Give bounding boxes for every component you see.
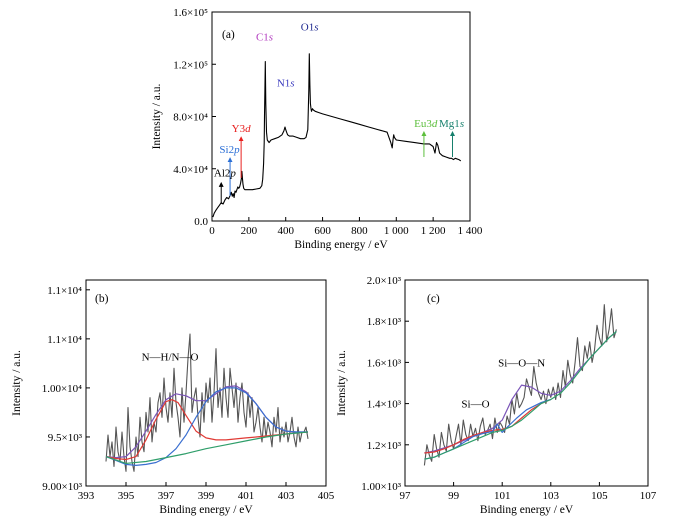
y-tick-label: 1.4×10³: [367, 399, 402, 411]
y-tick-label: 1.00×10⁴: [42, 383, 82, 395]
peak-label-eu3d: Eu3d: [414, 118, 438, 130]
x-tick-label: 97: [400, 490, 412, 502]
x-tick-label: 107: [640, 490, 657, 502]
x-axis-title: Binding energy / eV: [480, 504, 574, 516]
peak-label-n1s: N1s: [277, 77, 295, 89]
y-tick-label: 1.6×10⁵: [173, 7, 208, 19]
x-tick-label: 101: [494, 490, 511, 502]
x-tick-label: 393: [78, 490, 95, 502]
series-line-spectrum: [212, 53, 462, 218]
x-tick-label: 395: [118, 490, 135, 502]
y-tick-label: 1.00×10³: [361, 481, 401, 493]
series-line-raw: [105, 333, 309, 472]
x-tick-label: 400: [277, 225, 294, 237]
x-tick-label: 105: [591, 490, 608, 502]
y-tick-label: 8.0×10⁴: [173, 112, 208, 124]
series-line-background: [105, 431, 309, 464]
panel-b-n1s-spectrum: 393 395 397 399 401 403 405 9.00×10³ 9.5×10³ 1.00…: [11, 279, 335, 516]
x-tick-label: 405: [318, 490, 335, 502]
x-tick-label: 600: [314, 225, 331, 237]
y-tick-label: 1.6×10³: [367, 357, 402, 369]
y-tick-label: 2.0×10³: [367, 275, 402, 287]
x-tick-label: 99: [448, 490, 460, 502]
series-line-background: [424, 331, 617, 460]
x-axis-title: Binding energy / eV: [159, 504, 253, 516]
series-line-envelope: [424, 331, 617, 454]
annotation-si-o-n: Si—O—N: [498, 358, 545, 370]
annotation-nh-no: N—H/N—O: [142, 351, 199, 363]
y-tick-label: 1.1×10⁴: [47, 285, 82, 297]
series-group: [212, 53, 462, 218]
y-tick-label: 9.5×10³: [48, 432, 83, 444]
series-line-peak: [424, 398, 552, 454]
x-tick-label: 1 200: [421, 225, 446, 237]
y-tick-label: 0.0: [194, 216, 208, 228]
panel-label: (b): [95, 293, 109, 305]
y-tick-label: 1.8×10³: [367, 316, 402, 328]
peak-label-mg1s: Mg1s: [439, 118, 464, 130]
annotation-si-o: Si—O: [461, 399, 489, 411]
x-tick-label: 0: [209, 225, 215, 237]
y-tick-label: 4.0×10⁴: [173, 164, 208, 176]
y-tick-label: 1.2×10⁵: [173, 59, 208, 71]
series-line-raw: [423, 304, 617, 466]
series-group: [105, 333, 309, 472]
peak-label-y3d: Y3d: [232, 123, 251, 135]
x-tick-label: 399: [198, 490, 215, 502]
x-tick-label: 1 000: [384, 225, 409, 237]
series-line-peak: [105, 387, 308, 466]
x-tick-label: 397: [158, 490, 175, 502]
x-tick-label: 1 400: [458, 225, 483, 237]
peak-label-al2p: Al2p: [214, 168, 237, 180]
peak-label-si2p: Si2p: [219, 144, 240, 156]
series-line-peak: [105, 399, 309, 461]
series-group: [423, 304, 617, 466]
y-axis-title: Intensity / a.u.: [151, 83, 163, 149]
panel-label: (c): [427, 293, 440, 305]
panel-c-si2p-spectrum: 97 99 101 103 105 107 1.00×10³ 1.2×10³ 1.4×10³ 1.…: [336, 275, 657, 516]
y-axis-title: Intensity / a.u.: [336, 350, 348, 416]
peak-label-c1s: C1s: [256, 32, 273, 44]
panel-label: (a): [222, 29, 235, 41]
x-tick-label: 401: [238, 490, 255, 502]
x-tick-label: 200: [241, 225, 258, 237]
plot-frame: [404, 279, 649, 487]
y-tick-label: 1.1×10⁴: [47, 334, 82, 346]
y-tick-label: 9.00×10³: [42, 481, 82, 493]
panel-a-survey-spectrum: 0 200 400 600 800 1 000 1 200 1 400 0.0 4.0×10⁴ 8.…: [151, 7, 483, 251]
x-axis-title: Binding energy / eV: [294, 239, 388, 251]
x-tick-label: 403: [278, 490, 295, 502]
x-tick-label: 800: [351, 225, 368, 237]
y-tick-label: 1.2×10³: [367, 440, 402, 452]
x-tick-label: 103: [543, 490, 560, 502]
y-axis-title: Intensity / a.u.: [11, 350, 23, 416]
peak-label-o1s: O1s: [301, 21, 319, 33]
